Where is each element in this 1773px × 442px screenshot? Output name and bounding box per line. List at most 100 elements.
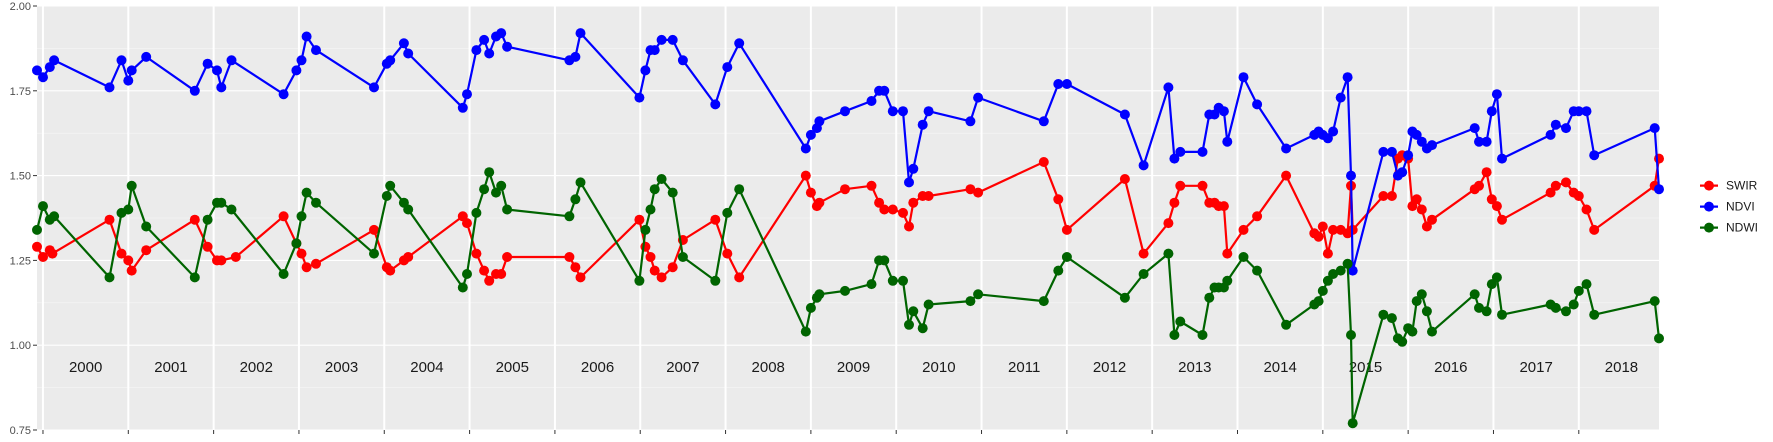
data-point-swir	[656, 272, 667, 283]
data-point-swir	[898, 207, 908, 218]
data-point-swir	[570, 262, 581, 273]
data-point-swir	[965, 184, 976, 195]
data-point-swir	[104, 214, 115, 225]
year-label: 2009	[837, 359, 870, 376]
data-point-swir	[840, 184, 850, 195]
data-point-ndwi	[1421, 306, 1432, 317]
data-point-ndvi	[116, 55, 127, 66]
data-point-ndvi	[656, 34, 667, 45]
data-point-swir	[1491, 201, 1502, 212]
data-point-swir	[722, 248, 733, 259]
data-point-swir	[1169, 197, 1180, 208]
year-label: 2008	[752, 359, 785, 376]
data-point-ndwi	[278, 269, 289, 279]
series-line-ndwi	[35, 171, 1661, 425]
data-point-swir	[1581, 204, 1592, 215]
data-point-ndwi	[814, 289, 825, 300]
data-point-ndvi	[1222, 136, 1233, 147]
data-point-swir	[575, 272, 586, 283]
data-point-ndvi	[1342, 72, 1353, 83]
data-point-ndwi	[840, 285, 850, 296]
data-point-ndvi	[1322, 133, 1333, 144]
data-point-swir	[123, 255, 134, 266]
data-point-swir	[230, 252, 241, 262]
data-point-ndvi	[462, 89, 472, 100]
data-point-ndwi	[923, 299, 934, 310]
data-point-swir	[667, 262, 678, 273]
data-point-ndwi	[1322, 275, 1333, 286]
data-point-ndwi	[1313, 296, 1324, 307]
data-point-swir	[645, 252, 656, 262]
data-point-ndvi	[649, 45, 660, 56]
data-point-swir	[1573, 191, 1584, 201]
data-point-swir	[1218, 201, 1229, 212]
data-point-ndvi	[1573, 106, 1584, 117]
year-label: 2016	[1434, 359, 1467, 376]
legend-marker-ndwi	[1704, 222, 1714, 233]
data-point-ndvi	[1654, 184, 1664, 195]
y-tick-label: 1.75	[10, 86, 31, 98]
data-point-ndvi	[1581, 106, 1592, 117]
data-point-ndwi	[457, 282, 468, 293]
data-point-ndvi	[1550, 119, 1561, 130]
data-point-ndwi	[1138, 269, 1149, 279]
data-point-swir	[47, 248, 58, 259]
data-point-ndwi	[226, 204, 237, 215]
data-point-ndwi	[1654, 333, 1664, 344]
data-point-swir	[1386, 191, 1397, 201]
data-point-ndvi	[923, 106, 934, 117]
data-point-ndwi	[1497, 309, 1507, 320]
data-point-swir	[904, 221, 914, 232]
data-point-swir	[32, 241, 42, 252]
data-point-ndvi	[502, 41, 513, 52]
data-point-ndwi	[1061, 252, 1072, 262]
data-point-ndwi	[491, 187, 501, 198]
data-point-ndwi	[1204, 292, 1215, 303]
data-point-ndvi	[141, 51, 152, 62]
data-point-ndvi	[104, 82, 115, 93]
data-point-swir	[1474, 180, 1484, 191]
data-point-ndwi	[1378, 309, 1389, 320]
data-point-swir	[1222, 248, 1233, 259]
year-label: 2018	[1605, 359, 1638, 376]
data-point-swir	[800, 170, 811, 181]
year-label: 2017	[1519, 359, 1552, 376]
data-point-swir	[866, 180, 877, 191]
data-point-swir	[278, 211, 289, 222]
data-point-swir	[403, 252, 414, 262]
data-point-ndvi	[484, 48, 495, 59]
data-point-ndvi	[457, 102, 468, 113]
data-point-ndwi	[649, 184, 660, 195]
data-point-swir	[1561, 177, 1571, 188]
data-point-ndvi	[677, 55, 688, 66]
data-point-ndwi	[38, 201, 48, 212]
y-tick-label: 2.00	[10, 1, 31, 13]
data-point-ndwi	[1169, 330, 1180, 340]
data-point-ndvi	[800, 143, 811, 154]
data-point-ndvi	[32, 65, 42, 76]
data-point-ndwi	[1342, 258, 1353, 269]
data-point-ndvi	[1138, 160, 1149, 171]
data-point-ndwi	[216, 197, 227, 208]
data-point-ndvi	[1038, 116, 1049, 127]
data-point-ndvi	[1486, 106, 1497, 117]
data-point-ndwi	[1335, 265, 1346, 276]
y-tick-label: 0.75	[10, 425, 31, 437]
data-point-swir	[1053, 194, 1064, 205]
data-point-ndwi	[1481, 306, 1492, 317]
axes: 0.75 1.00 1.25 1.50 1.75 2.00	[10, 1, 1580, 437]
data-point-ndwi	[1222, 275, 1233, 286]
data-point-swir	[189, 214, 200, 225]
data-point-swir	[385, 265, 396, 276]
data-point-ndvi	[49, 55, 60, 66]
data-point-swir	[649, 265, 660, 276]
data-point-ndvi	[866, 96, 877, 106]
data-point-swir	[1238, 224, 1249, 235]
data-point-ndvi	[123, 75, 134, 86]
data-point-ndwi	[805, 302, 816, 313]
data-point-swir	[1481, 167, 1492, 178]
data-point-ndwi	[973, 289, 984, 300]
data-point-ndwi	[1317, 285, 1328, 296]
data-point-ndwi	[1281, 319, 1292, 330]
data-point-ndvi	[1649, 123, 1660, 134]
